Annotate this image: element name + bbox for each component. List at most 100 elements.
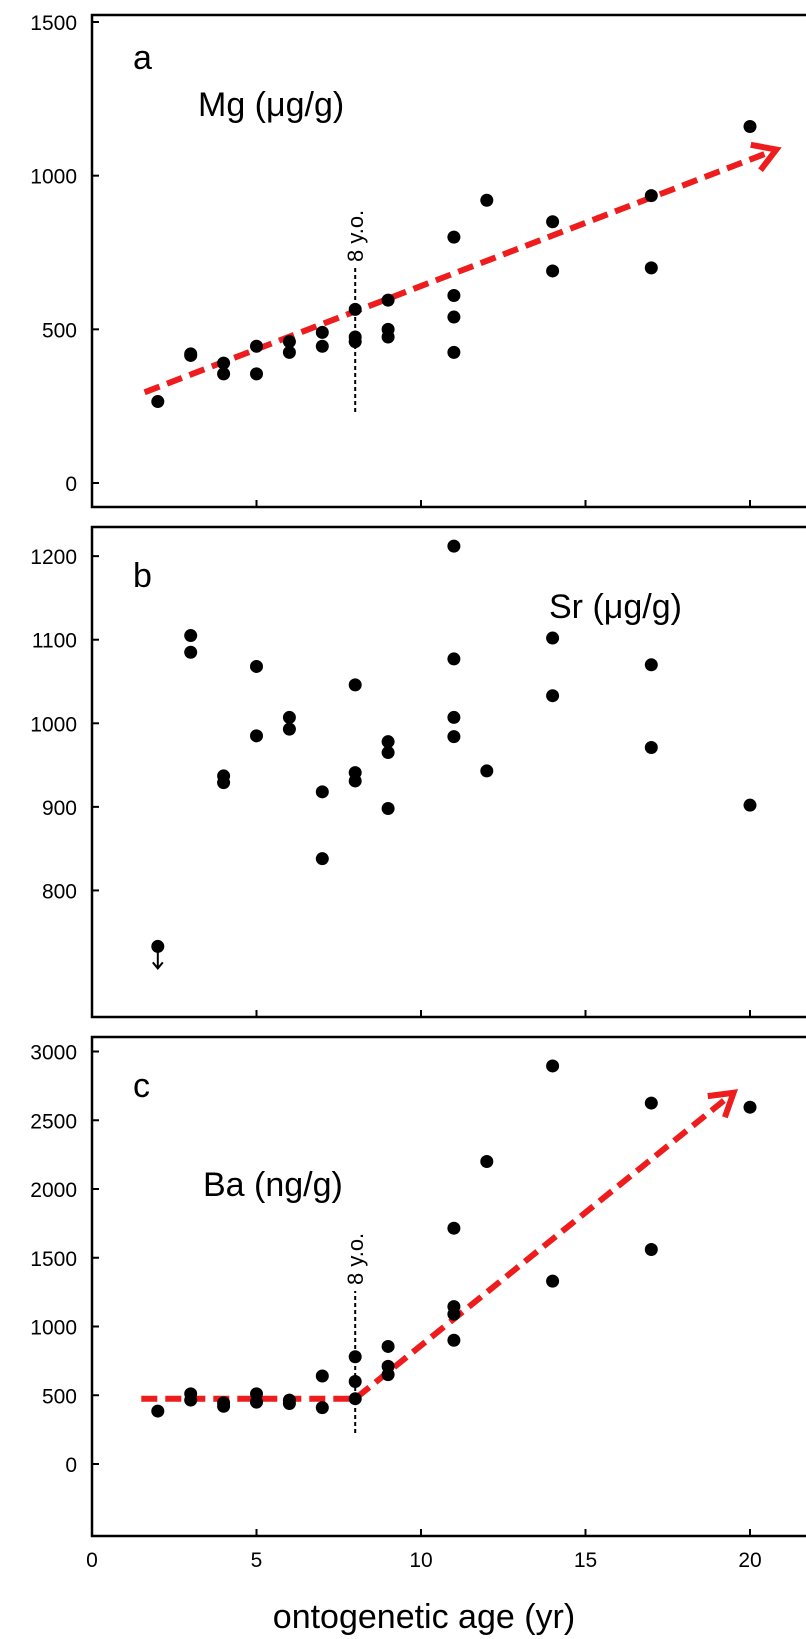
panel-b-ytick-label: 1200	[30, 546, 77, 569]
panel-a-data-point	[151, 395, 165, 409]
panel-c-data-point	[348, 1375, 362, 1388]
panel-a-data-point	[217, 367, 231, 381]
panel-c-trend-arrowhead	[707, 1089, 739, 1119]
panel-c-data-point	[546, 1274, 560, 1288]
panel-c-data-point	[447, 1221, 461, 1235]
panel-a-data-point	[447, 310, 461, 324]
panel-b-data-point	[184, 645, 198, 659]
panel-b-frame	[90, 525, 806, 1019]
panel-a-data-point	[184, 347, 198, 361]
x-tick-label: 0	[86, 1549, 98, 1572]
x-axis-label: ontogenetic age (yr)	[273, 1598, 575, 1636]
panel-b-data-point	[447, 539, 461, 553]
panel-a-letter: a	[133, 39, 152, 77]
panel-a-data-point	[447, 345, 461, 359]
panel-c-ytick-label: 2500	[30, 1110, 77, 1133]
panel-a-data-point	[447, 289, 461, 303]
panel-a-data-point	[381, 293, 395, 307]
panel-c-ytick-label: 1500	[30, 1248, 77, 1271]
panel-b-data-point	[184, 629, 198, 643]
panel-a-data-point	[282, 345, 296, 359]
panel-b-data-point	[546, 689, 560, 703]
panel-c-age-annotation: 8 y.o.	[343, 1233, 368, 1285]
panel-b-data-point	[743, 798, 757, 812]
panel-b-data-point	[315, 785, 329, 799]
panel-a-trend-line	[143, 146, 778, 396]
panel-c-ytick-label: 2000	[30, 1179, 77, 1202]
panel-b-ytick-label: 1100	[32, 630, 77, 653]
panel-c-trend-line	[141, 1090, 736, 1402]
panel-b-data-point	[315, 852, 329, 866]
panel-b-below-range-arrow-icon	[152, 952, 164, 970]
panel-a-frame	[90, 13, 806, 509]
panel-a-data-point	[315, 339, 329, 353]
panel-a-data-point	[348, 302, 362, 316]
panel-c-data-point	[348, 1350, 362, 1364]
panel-b-data-point	[151, 939, 165, 953]
panel-c-data-point	[282, 1397, 296, 1410]
panel-c-data-point	[348, 1392, 362, 1406]
panel-c-letter: c	[133, 1067, 150, 1105]
panel-b-data-point	[250, 729, 263, 743]
x-axis: 0 5 10 15 20	[86, 1549, 762, 1572]
panel-b-ytick-label: 800	[42, 880, 77, 903]
x-tick-label: 15	[574, 1549, 597, 1572]
panel-c-data-point	[743, 1100, 757, 1114]
panel-c-ytick-label: 3000	[30, 1042, 77, 1065]
panel-b-data-point	[480, 764, 494, 778]
panel-a-ytick-label: 500	[42, 319, 77, 342]
panel-a-data-point	[250, 339, 263, 353]
panel-c-data-point	[447, 1307, 461, 1321]
panel-b-data-point	[282, 722, 296, 736]
panel-c-ytick-label: 1000	[30, 1317, 77, 1340]
panel-a-data-point	[546, 215, 560, 229]
panel-b-data-point	[250, 659, 263, 673]
x-tick-label: 10	[409, 1549, 432, 1572]
panel-b-data-point	[348, 678, 362, 692]
panel-a-trend-arrowhead	[750, 141, 782, 173]
panel-c-data-point	[151, 1404, 165, 1418]
panel-a-ytick-label: 1500	[30, 12, 77, 35]
panel-b-data-point	[381, 746, 395, 760]
panel-c: c Ba (ng/g) 0 500 1000 1500 2000 2500 3000 8 y.…	[30, 1035, 806, 1538]
panel-a-data-point	[743, 119, 757, 133]
panel-c-data-point	[381, 1368, 395, 1382]
panel-c-data-point	[250, 1395, 263, 1409]
panel-b-data-point	[381, 802, 395, 816]
panel-b-marks: 800 900 1000 1100 1200	[30, 539, 757, 1017]
panel-c-marks: 0 500 1000 1500 2000 2500 3000 8 y.o.	[30, 1042, 757, 1536]
panel-a-data-point	[282, 335, 296, 349]
panel-b-ytick-label: 900	[42, 797, 77, 820]
panel-b-ytick-label: 1000	[30, 713, 77, 736]
panel-b-letter: b	[133, 557, 152, 595]
panel-a-data-point	[546, 264, 560, 278]
panel-c-data-point	[546, 1059, 560, 1073]
panel-c-data-point	[644, 1096, 658, 1110]
x-tick-label: 20	[738, 1549, 761, 1572]
panel-c-data-point	[184, 1393, 198, 1407]
panel-c-data-point	[217, 1399, 231, 1413]
panel-b-data-point	[447, 730, 461, 744]
panel-b-data-point	[282, 710, 296, 724]
panel-a-data-point	[348, 335, 362, 349]
panel-b-data-point	[644, 658, 658, 672]
panel-a-title: Mg (μg/g)	[198, 86, 344, 124]
panel-c-title: Ba (ng/g)	[203, 1166, 343, 1204]
panel-c-data-point	[644, 1243, 658, 1256]
panel-c-data-point	[315, 1369, 329, 1383]
panel-b: b Sr (μg/g) 800 900 1000 1100 1200	[30, 525, 806, 1019]
panel-b-data-point	[447, 710, 461, 724]
panel-b-data-point	[644, 741, 658, 755]
panel-a-data-point	[315, 325, 329, 339]
panel-a-data-point	[644, 189, 658, 203]
panel-a-data-point	[644, 261, 658, 275]
panel-c-data-point	[315, 1401, 329, 1415]
panel-a-data-point	[217, 356, 231, 370]
x-tick-label: 5	[251, 1549, 263, 1572]
panel-a-ytick-label: 0	[65, 473, 77, 496]
panel-b-data-point	[447, 652, 461, 666]
panel-b-data-point	[546, 631, 560, 645]
panel-c-ytick-label: 500	[42, 1385, 77, 1408]
panel-b-title: Sr (μg/g)	[549, 588, 682, 626]
